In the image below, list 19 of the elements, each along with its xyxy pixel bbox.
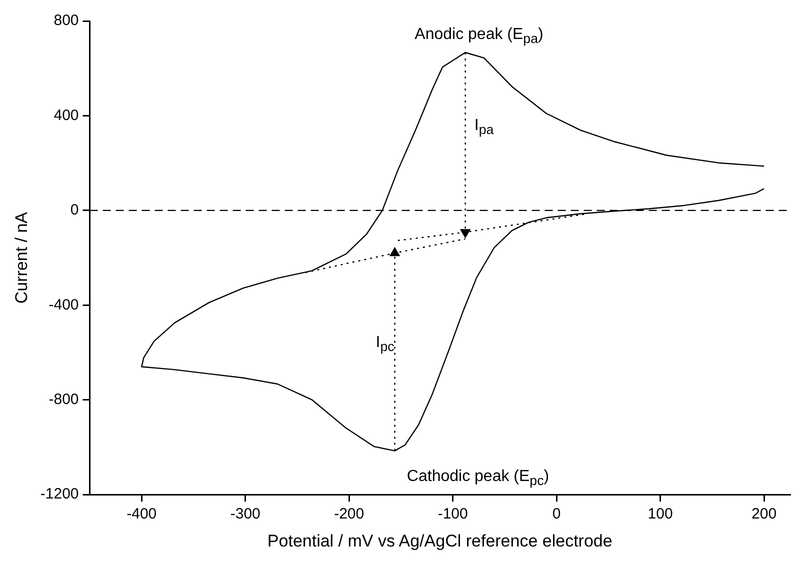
y-tick-label: 0 (70, 202, 79, 219)
x-tick-label: -300 (230, 506, 260, 523)
x-tick-label: 200 (752, 506, 777, 523)
y-tick-label: -400 (48, 296, 79, 314)
y-tick-label: -1200 (40, 486, 79, 503)
y-tick-label: 800 (54, 12, 79, 30)
x-tick-label: -200 (334, 506, 364, 523)
annotation: I$_{pa}$ (474, 116, 494, 140)
annotation: I$_{pc}$ (376, 334, 394, 356)
annotation: Anodic peak (E$_{pa}$) (414, 26, 544, 48)
x-tick-label: 100 (648, 506, 673, 523)
x-tick-label: 0 (552, 506, 561, 523)
x-tick-label: -400 (126, 506, 157, 523)
y-tick-label: 400 (54, 106, 79, 124)
y-tick-label: -800 (48, 391, 79, 408)
y-axis-title: Current / nA (12, 211, 31, 304)
annotation: Cathodic peak (E$_{pc}$) (406, 468, 550, 490)
x-tick-label: -100 (438, 506, 468, 523)
x-axis-title: Potential / mV vs Ag/AgCl reference electrode (267, 531, 612, 550)
